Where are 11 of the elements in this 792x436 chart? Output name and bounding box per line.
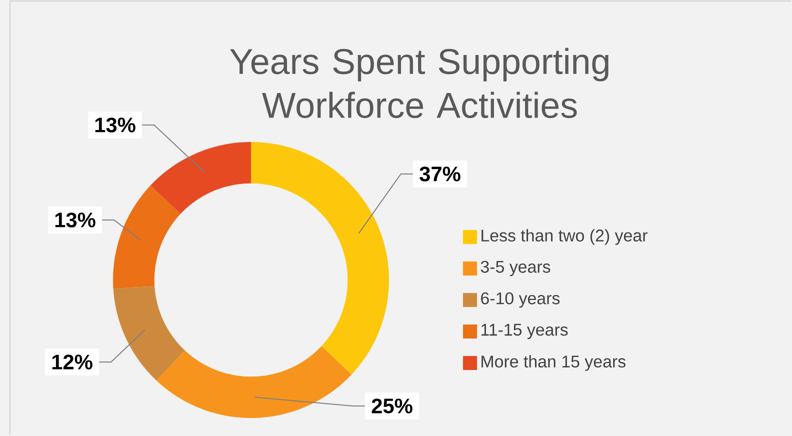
legend-label: 3-5 years	[480, 260, 550, 276]
data-label: 13%	[55, 212, 96, 228]
data-label: 37%	[420, 166, 460, 182]
legend-label: 11-15 years	[482, 324, 568, 340]
data-label: 13%	[95, 118, 136, 132]
data-label: 12%	[52, 354, 92, 370]
legend-label: More than 15 years	[482, 355, 626, 371]
data-label: 25%	[372, 398, 412, 414]
legend-label: Less than two (2) year	[482, 229, 648, 245]
legend-label: 6-10 years	[481, 292, 560, 308]
chart-title: Years Spent Supporting Workforce Activities	[230, 48, 608, 118]
